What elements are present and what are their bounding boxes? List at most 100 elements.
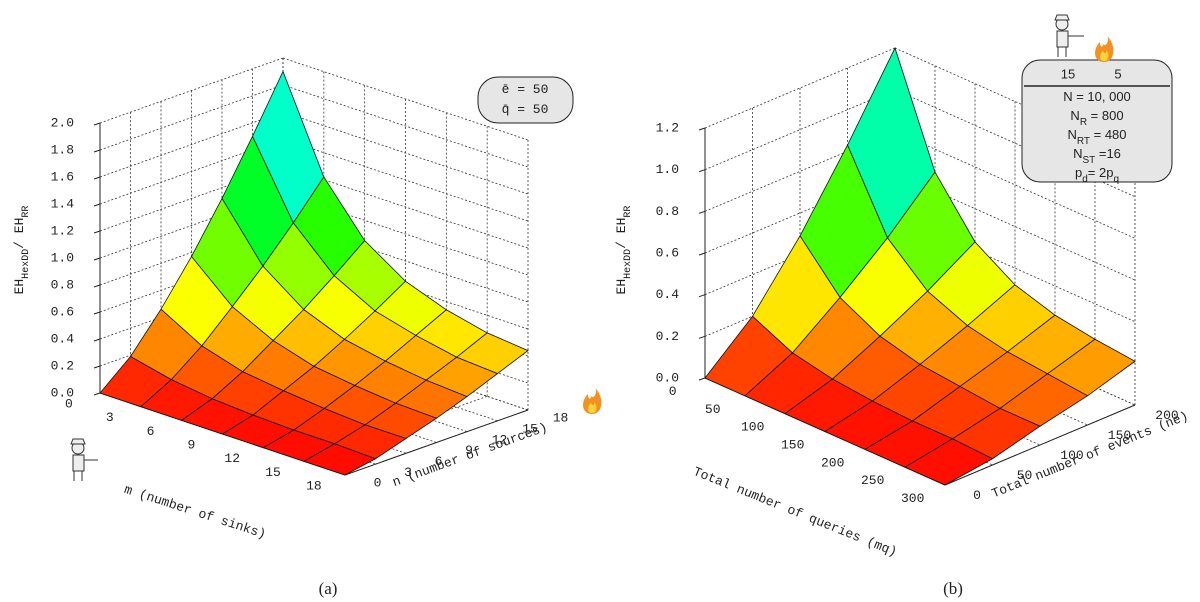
tick-mark xyxy=(93,284,101,288)
grid-line xyxy=(282,165,529,249)
tick-mark xyxy=(93,149,101,153)
y-tick-label: 0 xyxy=(374,476,382,491)
z-tick-label: 0.6 xyxy=(51,304,74,319)
tick-mark xyxy=(698,210,706,214)
legend-line: NR = 800 xyxy=(1070,108,1123,127)
subscript: HexDD xyxy=(623,249,634,279)
axis-line xyxy=(944,404,1136,486)
text-part: ē = 50 xyxy=(502,82,549,97)
tick-mark xyxy=(93,122,101,126)
z-tick-label: 1.2 xyxy=(656,120,679,135)
grid-line xyxy=(282,84,529,168)
legend-line: NST =16 xyxy=(1073,146,1121,165)
x-tick-label: 100 xyxy=(741,420,764,435)
text-part: = 800 xyxy=(1087,108,1124,123)
x-tick-label: 250 xyxy=(861,473,884,488)
x-tick-label: 0 xyxy=(669,384,677,399)
text-part: EH xyxy=(12,279,27,295)
y-tick-label: 50 xyxy=(1017,468,1033,483)
subscript: q xyxy=(1113,174,1119,185)
z-tick-label: 1.2 xyxy=(51,223,74,238)
z-tick-label: 0.2 xyxy=(656,329,679,344)
x-tick-label: 15 xyxy=(265,465,281,480)
text-part: / EH xyxy=(12,218,27,249)
tick-mark xyxy=(93,311,101,315)
legend-header: 5 xyxy=(1114,66,1121,81)
fireman-icon xyxy=(70,438,98,481)
legend-box xyxy=(477,76,574,124)
grid-line xyxy=(99,111,284,178)
tick-mark xyxy=(698,294,706,298)
subscript: RR xyxy=(623,206,634,218)
z-tick-label: 0.0 xyxy=(51,385,74,400)
subscript: ST xyxy=(1082,155,1095,166)
subscript: RT xyxy=(1077,136,1090,147)
y-tick-label: 200 xyxy=(1155,408,1178,423)
x-tick-label: 9 xyxy=(187,437,195,452)
z-tick-label: 0.0 xyxy=(656,370,679,385)
x-tick-label: 150 xyxy=(781,438,804,453)
text-part: p xyxy=(1075,165,1082,180)
tick-mark xyxy=(698,335,706,339)
text-part: N xyxy=(1073,146,1082,161)
flame-icon xyxy=(1095,36,1114,62)
surface-patch xyxy=(904,438,994,486)
grid-line xyxy=(99,84,284,151)
tick-mark xyxy=(93,230,101,234)
text-part: = 2p xyxy=(1088,165,1114,180)
text-part: = 480 xyxy=(1090,127,1127,142)
z-tick-label: 1.8 xyxy=(51,142,74,157)
caption: (a) xyxy=(319,579,338,598)
x-tick-label: 3 xyxy=(106,410,114,425)
subscript: HexDD xyxy=(21,249,32,279)
z-tick-label: 0.8 xyxy=(656,204,679,219)
x-tick-label: 300 xyxy=(901,491,924,506)
legend-box xyxy=(1021,59,1173,183)
tick-mark xyxy=(93,338,101,342)
grid-line xyxy=(282,219,529,303)
tick-mark xyxy=(93,203,101,207)
grid-line xyxy=(282,57,529,141)
y-tick-label: 9 xyxy=(465,443,473,458)
y-tick-label: 100 xyxy=(1060,448,1083,463)
legend-line: ē = 50 xyxy=(502,82,549,97)
z-tick-label: 1.6 xyxy=(51,169,74,184)
text-part: N xyxy=(1067,127,1076,142)
y-tick-label: 3 xyxy=(404,465,412,480)
text-part: q̄ = 50 xyxy=(502,102,549,117)
z-tick-label: 1.4 xyxy=(51,196,75,211)
x-tick-label: 50 xyxy=(705,402,721,417)
x-tick-label: 12 xyxy=(224,451,240,466)
z-tick-label: 0.2 xyxy=(51,358,74,373)
z-tick-label: 0.6 xyxy=(656,245,679,260)
tick-mark xyxy=(698,252,706,256)
tick-mark xyxy=(93,176,101,180)
legend-line: NRT = 480 xyxy=(1067,127,1126,146)
z-tick-label: 0.4 xyxy=(51,331,75,346)
text-part: N xyxy=(1070,108,1079,123)
z-tick-label: 0.8 xyxy=(51,277,74,292)
grid-line xyxy=(282,138,529,222)
text-part: N = 10, 000 xyxy=(1063,89,1131,104)
caption: (b) xyxy=(943,579,963,598)
z-tick-label: 2.0 xyxy=(51,115,74,130)
text-part: EH xyxy=(614,279,629,295)
legend-header: 15 xyxy=(1061,66,1075,81)
tick-mark xyxy=(93,392,101,396)
text-part: / EH xyxy=(614,218,629,249)
x-tick-label: 200 xyxy=(821,455,844,470)
z-tick-label: 1.0 xyxy=(51,250,74,265)
z-tick-label: 0.4 xyxy=(656,287,680,302)
tick-mark xyxy=(698,169,706,173)
y-tick-label: 12 xyxy=(492,432,508,447)
tick-mark xyxy=(93,365,101,369)
x-tick-label: 6 xyxy=(147,424,155,439)
surface-patch xyxy=(303,443,377,476)
y-tick-label: 15 xyxy=(522,421,538,436)
x-axis-title: m (number of sinks) xyxy=(122,482,268,542)
tick-mark xyxy=(93,257,101,261)
x-tick-label: 18 xyxy=(306,478,322,493)
subscript: RR xyxy=(21,206,32,218)
subscript: d xyxy=(1082,174,1088,185)
